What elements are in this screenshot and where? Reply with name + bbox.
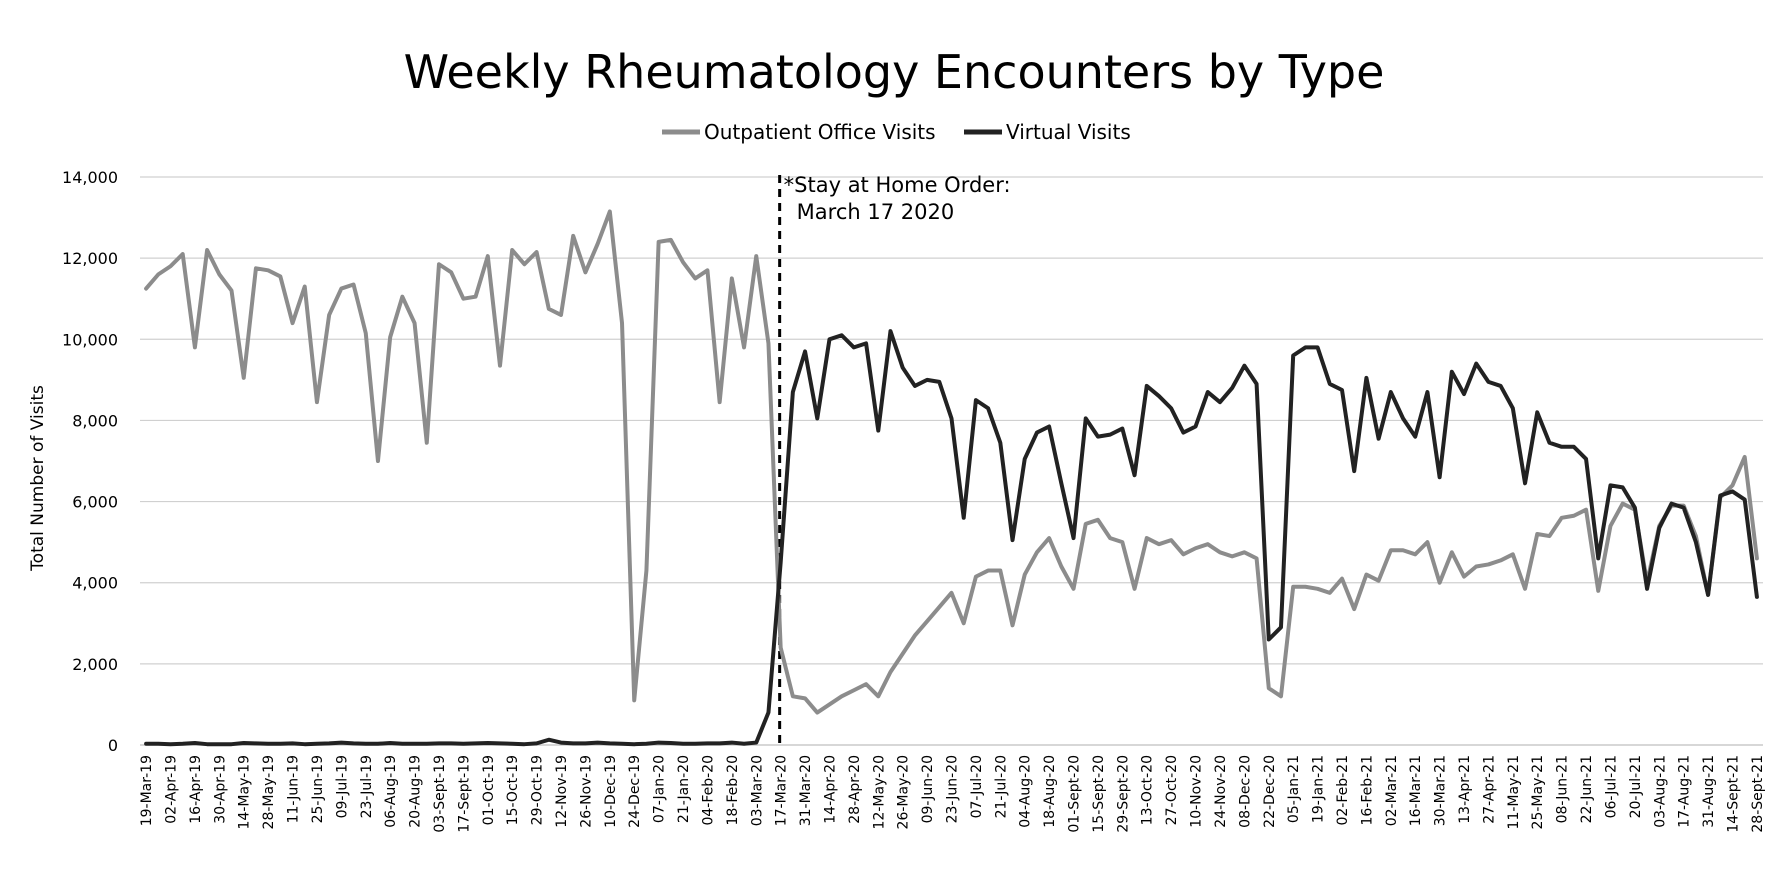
y-tick-label: 8,000 — [72, 411, 118, 430]
x-tick-label: 28-Sept-21 — [1750, 755, 1766, 833]
x-tick-label: 18-Feb-20 — [725, 755, 741, 826]
y-tick-label: 10,000 — [62, 330, 118, 349]
x-tick-label: 14-Sept-21 — [1725, 755, 1741, 833]
x-tick-label: 24-Dec-19 — [627, 755, 643, 828]
x-tick-label: 06-Aug-19 — [383, 755, 399, 828]
legend: Outpatient Office Visits Virtual Visits — [662, 120, 1131, 144]
x-tick-label: 13-Oct-20 — [1140, 755, 1156, 825]
x-tick-label: 11-Jun-19 — [286, 755, 302, 823]
x-tick-label: 23-Jul-19 — [359, 755, 375, 818]
x-tick-label: 04-Aug-20 — [1018, 755, 1034, 828]
legend-label-outpatient: Outpatient Office Visits — [704, 120, 936, 144]
x-tick-label: 29-Oct-19 — [530, 755, 546, 825]
x-tick-label: 16-Mar-21 — [1408, 755, 1424, 826]
x-tick-label: 18-Aug-20 — [1042, 755, 1058, 828]
x-tick-label: 21-Jul-20 — [993, 755, 1009, 818]
y-tick-label: 12,000 — [62, 249, 118, 268]
x-tick-label: 17-Sept-19 — [456, 755, 472, 833]
annotation-line-1: *Stay at Home Order: — [784, 173, 1011, 197]
x-tick-label: 28-Apr-20 — [847, 755, 863, 824]
x-tick-label: 26-Nov-19 — [578, 755, 594, 828]
x-tick-label: 24-Nov-20 — [1213, 755, 1229, 828]
x-tick-label: 02-Mar-21 — [1384, 755, 1400, 826]
x-tick-label: 25-May-21 — [1530, 755, 1546, 829]
x-tick-label: 16-Apr-19 — [188, 755, 204, 824]
x-tick-label: 10-Dec-19 — [603, 755, 619, 828]
x-tick-label: 30-Mar-21 — [1433, 755, 1449, 826]
x-tick-label: 22-Dec-20 — [1262, 755, 1278, 828]
x-tick-label: 21-Jan-20 — [676, 755, 692, 823]
x-tick-label: 27-Oct-20 — [1164, 755, 1180, 825]
x-tick-label: 30-Apr-19 — [212, 755, 228, 824]
x-tick-label: 15-Sept-20 — [1091, 755, 1107, 833]
x-tick-label: 15-Oct-19 — [505, 755, 521, 825]
x-tick-label: 13-Apr-21 — [1457, 755, 1473, 824]
x-axis-ticks: 19-Mar-19 02-Apr-19 16-Apr-19 30-Apr-19 14-M… — [139, 755, 1766, 833]
x-tick-label: 12-Nov-19 — [554, 755, 570, 828]
x-tick-label: 06-Jul-21 — [1603, 755, 1619, 818]
x-tick-label: 09-Jul-19 — [334, 755, 350, 818]
x-tick-label: 11-May-21 — [1506, 755, 1522, 829]
annotation-line-2: March 17 2020 — [797, 200, 955, 224]
x-tick-label: 02-Apr-19 — [164, 755, 180, 824]
x-tick-label: 27-Apr-21 — [1481, 755, 1497, 824]
x-tick-label: 19-Jan-21 — [1311, 755, 1327, 823]
x-tick-label: 16-Feb-21 — [1359, 755, 1375, 826]
series — [144, 209, 1759, 747]
x-tick-label: 08-Jun-21 — [1555, 755, 1571, 823]
y-tick-label: 6,000 — [72, 493, 118, 512]
y-axis-ticks: 0 2,000 4,000 6,000 8,000 10,000 12,000 14,000 — [62, 168, 118, 755]
x-tick-label: 17-Mar-20 — [774, 755, 790, 826]
x-tick-label: 03-Aug-21 — [1652, 755, 1668, 828]
series-line-virtual — [144, 329, 1759, 747]
x-tick-label: 26-May-20 — [896, 755, 912, 829]
x-tick-label: 01-Oct-19 — [481, 755, 497, 825]
x-tick-label: 29-Sept-20 — [1115, 755, 1131, 833]
x-tick-label: 31-Mar-20 — [798, 755, 814, 826]
x-tick-label: 07-Jan-20 — [652, 755, 668, 823]
legend-label-virtual: Virtual Visits — [1006, 120, 1131, 144]
x-tick-label: 19-Mar-19 — [139, 755, 155, 826]
x-tick-label: 05-Jan-21 — [1286, 755, 1302, 823]
x-tick-label: 09-Jun-20 — [920, 755, 936, 823]
x-tick-label: 01-Sept-20 — [1067, 755, 1083, 833]
x-tick-label: 12-May-20 — [871, 755, 887, 829]
y-tick-label: 14,000 — [62, 168, 118, 187]
x-tick-label: 20-Jul-21 — [1628, 755, 1644, 818]
x-tick-label: 14-Apr-20 — [822, 755, 838, 824]
y-tick-label: 2,000 — [72, 655, 118, 674]
x-tick-label: 07-Jul-20 — [969, 755, 985, 818]
x-tick-label: 22-Jun-21 — [1579, 755, 1595, 823]
x-tick-label: 10-Nov-20 — [1189, 755, 1205, 828]
x-tick-label: 04-Feb-20 — [700, 755, 716, 826]
chart-title: Weekly Rheumatology Encounters by Type — [404, 45, 1385, 99]
x-tick-label: 02-Feb-21 — [1335, 755, 1351, 826]
y-tick-label: 4,000 — [72, 574, 118, 593]
x-tick-label: 23-Jun-20 — [945, 755, 961, 823]
x-tick-label: 31-Aug-21 — [1701, 755, 1717, 828]
x-tick-label: 14-May-19 — [237, 755, 253, 829]
x-tick-label: 03-Mar-20 — [749, 755, 765, 826]
y-tick-label: 0 — [108, 736, 118, 755]
x-tick-label: 08-Dec-20 — [1237, 755, 1253, 828]
x-tick-label: 17-Aug-21 — [1677, 755, 1693, 828]
x-tick-label: 03-Sept-19 — [432, 755, 448, 833]
x-tick-label: 28-May-19 — [261, 755, 277, 829]
y-axis-label: Total Number of Visits — [28, 385, 48, 572]
x-tick-label: 25-Jun-19 — [310, 755, 326, 823]
x-tick-label: 20-Aug-19 — [408, 755, 424, 828]
series-line-outpatient — [144, 209, 1759, 715]
